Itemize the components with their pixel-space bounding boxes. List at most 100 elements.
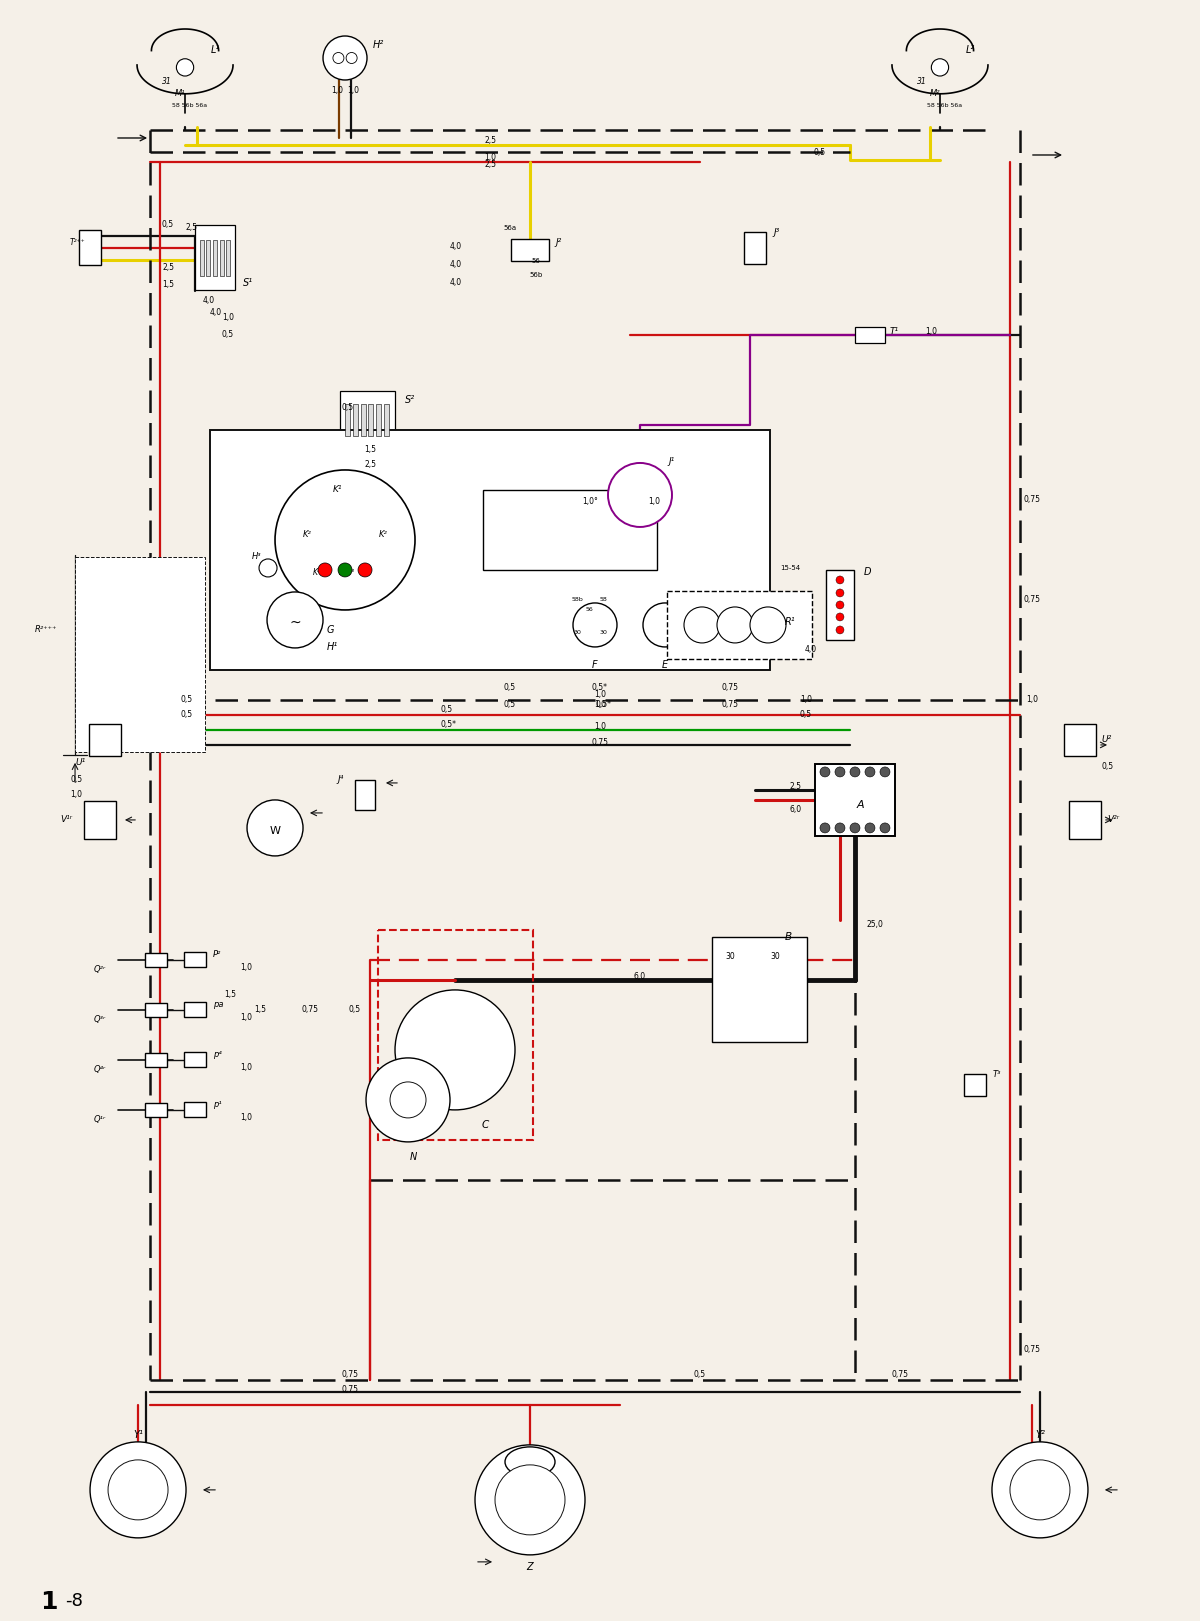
Text: K⁴: K⁴ — [313, 567, 322, 577]
Ellipse shape — [505, 1448, 556, 1477]
Text: ~: ~ — [446, 1046, 463, 1065]
Circle shape — [346, 52, 358, 63]
Text: 1,0: 1,0 — [594, 721, 606, 731]
Text: 2,5: 2,5 — [484, 136, 496, 144]
Bar — [1064, 725, 1096, 755]
Circle shape — [836, 588, 844, 597]
Text: 1,5: 1,5 — [364, 446, 376, 454]
Text: N: N — [409, 1153, 416, 1162]
Circle shape — [395, 990, 515, 1110]
Text: V²ʳ: V²ʳ — [1106, 815, 1120, 823]
Text: 0,75: 0,75 — [301, 1005, 318, 1015]
Text: ~: ~ — [289, 616, 301, 631]
Text: 0,75: 0,75 — [892, 1370, 908, 1379]
Text: 1,0: 1,0 — [648, 498, 660, 506]
Text: 56a: 56a — [504, 225, 516, 230]
Text: 30: 30 — [725, 952, 734, 961]
Circle shape — [259, 559, 277, 577]
Text: L¹: L¹ — [210, 45, 220, 55]
Text: V¹ʳ: V¹ʳ — [60, 815, 72, 823]
Text: 2,5: 2,5 — [790, 781, 802, 791]
Circle shape — [496, 1465, 565, 1535]
Text: 0,5: 0,5 — [440, 705, 452, 713]
Circle shape — [366, 1059, 450, 1141]
Circle shape — [1010, 1461, 1070, 1520]
Bar — [227, 240, 230, 276]
Bar — [482, 490, 658, 571]
Bar — [964, 1075, 986, 1096]
Text: T¹: T¹ — [890, 327, 899, 336]
Text: F: F — [592, 660, 598, 669]
Text: 2,5: 2,5 — [185, 224, 197, 232]
Text: 1,0: 1,0 — [484, 152, 496, 162]
Text: 56: 56 — [586, 606, 593, 613]
Circle shape — [836, 626, 844, 634]
Text: 0,5: 0,5 — [504, 684, 516, 692]
Text: Q⁴ʳ: Q⁴ʳ — [94, 1065, 106, 1075]
Bar — [1069, 801, 1100, 840]
Bar — [145, 1102, 167, 1117]
Circle shape — [318, 562, 332, 577]
Bar — [511, 238, 550, 261]
Bar — [353, 404, 358, 436]
Text: 1,0: 1,0 — [240, 1114, 252, 1122]
Text: C: C — [481, 1120, 488, 1130]
Circle shape — [835, 767, 845, 776]
Text: 4,0: 4,0 — [450, 277, 462, 287]
Text: 0,5: 0,5 — [222, 331, 234, 339]
Text: 0,5: 0,5 — [180, 695, 192, 704]
Text: 56: 56 — [532, 258, 540, 264]
Text: 0,75: 0,75 — [1024, 1345, 1040, 1355]
Text: 0,5*: 0,5* — [440, 720, 456, 729]
Text: K⁵K³: K⁵K³ — [340, 567, 355, 577]
Text: P²: P² — [214, 950, 222, 960]
Circle shape — [176, 58, 193, 76]
Text: 15-54: 15-54 — [780, 566, 800, 571]
Bar — [84, 801, 116, 840]
Circle shape — [358, 562, 372, 577]
Text: S²: S² — [406, 396, 415, 405]
Circle shape — [880, 767, 890, 776]
Text: 0,5: 0,5 — [504, 700, 516, 710]
Text: E: E — [662, 660, 668, 669]
Text: 0,75: 0,75 — [342, 1384, 359, 1394]
Text: 30: 30 — [599, 631, 607, 635]
Text: 2,5: 2,5 — [364, 460, 376, 470]
Text: D: D — [864, 567, 871, 577]
Bar — [713, 937, 808, 1042]
Bar — [145, 1003, 167, 1016]
Text: 0,5: 0,5 — [800, 710, 812, 720]
Text: 1,0: 1,0 — [70, 789, 82, 799]
Text: 0,5*: 0,5* — [592, 684, 608, 692]
Circle shape — [880, 823, 890, 833]
Text: 1,5: 1,5 — [162, 280, 174, 290]
Text: J⁴: J⁴ — [337, 775, 343, 785]
Text: 4,0: 4,0 — [210, 308, 222, 318]
Text: pa: pa — [214, 1000, 223, 1008]
Text: 1,5: 1,5 — [254, 1005, 266, 1015]
Bar — [340, 391, 395, 449]
Circle shape — [820, 767, 830, 776]
Bar — [184, 1052, 206, 1067]
Text: J²: J² — [556, 238, 562, 246]
Bar — [744, 232, 766, 264]
Circle shape — [108, 1461, 168, 1520]
Text: 1: 1 — [40, 1590, 58, 1615]
Text: H³: H³ — [252, 553, 262, 561]
Bar — [667, 592, 812, 660]
Circle shape — [608, 464, 672, 527]
Text: 58: 58 — [599, 597, 607, 601]
Text: 0,75: 0,75 — [1024, 496, 1040, 504]
Text: R²⁺⁺⁺: R²⁺⁺⁺ — [35, 626, 58, 634]
Circle shape — [247, 799, 304, 856]
Circle shape — [390, 1081, 426, 1118]
Circle shape — [323, 36, 367, 79]
Circle shape — [820, 823, 830, 833]
Circle shape — [836, 575, 844, 584]
Text: T³: T³ — [992, 1070, 1002, 1080]
Text: J³: J³ — [773, 229, 779, 237]
Bar — [384, 404, 389, 436]
Text: Z: Z — [527, 1563, 533, 1572]
Text: U²: U² — [1102, 734, 1112, 744]
Bar — [854, 327, 884, 344]
